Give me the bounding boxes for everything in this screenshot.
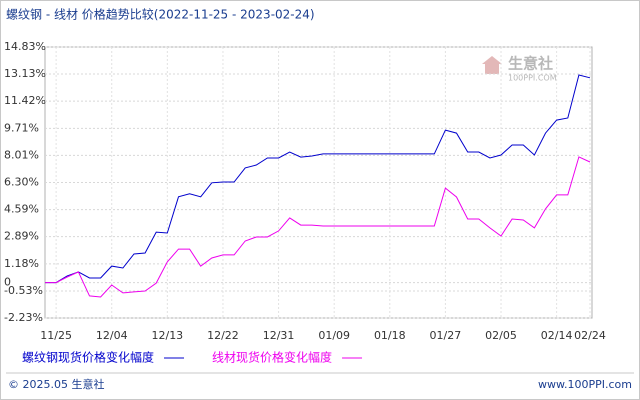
x-tick-label: 12/13 <box>151 329 183 342</box>
y-tick-label: 9.71% <box>4 121 39 134</box>
y-tick-label: 8.01% <box>4 148 39 161</box>
series-line <box>45 74 591 284</box>
y-tick-label: 4.59% <box>4 203 39 216</box>
y-tick-label: 6.30% <box>4 176 39 189</box>
watermark-site: 100PPI.COM <box>508 74 557 83</box>
x-tick-label: 02/14 <box>541 329 573 342</box>
x-tick-label: 01/18 <box>374 329 406 342</box>
legend-label: 线材现货价格变化幅度 <box>212 350 332 365</box>
chart-title: 螺纹钢 - 线材 价格趋势比较(2022-11-25 - 2023-02-24) <box>6 7 315 22</box>
y-tick-label: 13.13% <box>4 67 46 80</box>
y-tick-label: 1.18% <box>4 257 39 270</box>
x-tick-label: 01/27 <box>430 329 462 342</box>
watermark-logo <box>482 56 502 74</box>
y-tick-label: 11.42% <box>4 94 46 107</box>
legend-label: 螺纹钢现货价格变化幅度 <box>22 350 154 365</box>
y-tick-label: 14.83% <box>4 40 46 53</box>
footer-right: www.100PPI.com <box>538 378 632 391</box>
x-tick-label: 01/09 <box>318 329 350 342</box>
x-tick-label: 12/04 <box>96 329 128 342</box>
x-tick-label: 12/22 <box>207 329 239 342</box>
watermark: 生意社 100PPI.COM <box>482 55 557 83</box>
y-tick-label: -2.23% <box>4 311 43 324</box>
watermark-name: 生意社 <box>508 55 553 73</box>
x-tick-label: 02/05 <box>485 329 517 342</box>
x-tick-label: 11/25 <box>40 329 72 342</box>
x-tick-label: 02/24 <box>574 329 606 342</box>
series-line <box>45 156 591 298</box>
footer-left: © 2025.05 生意社 <box>8 377 104 391</box>
y-tick-label: -0.53% <box>4 284 43 297</box>
y-tick-label: 2.89% <box>4 230 39 243</box>
x-tick-label: 12/31 <box>263 329 295 342</box>
y-tick-label: 0 <box>4 276 11 289</box>
